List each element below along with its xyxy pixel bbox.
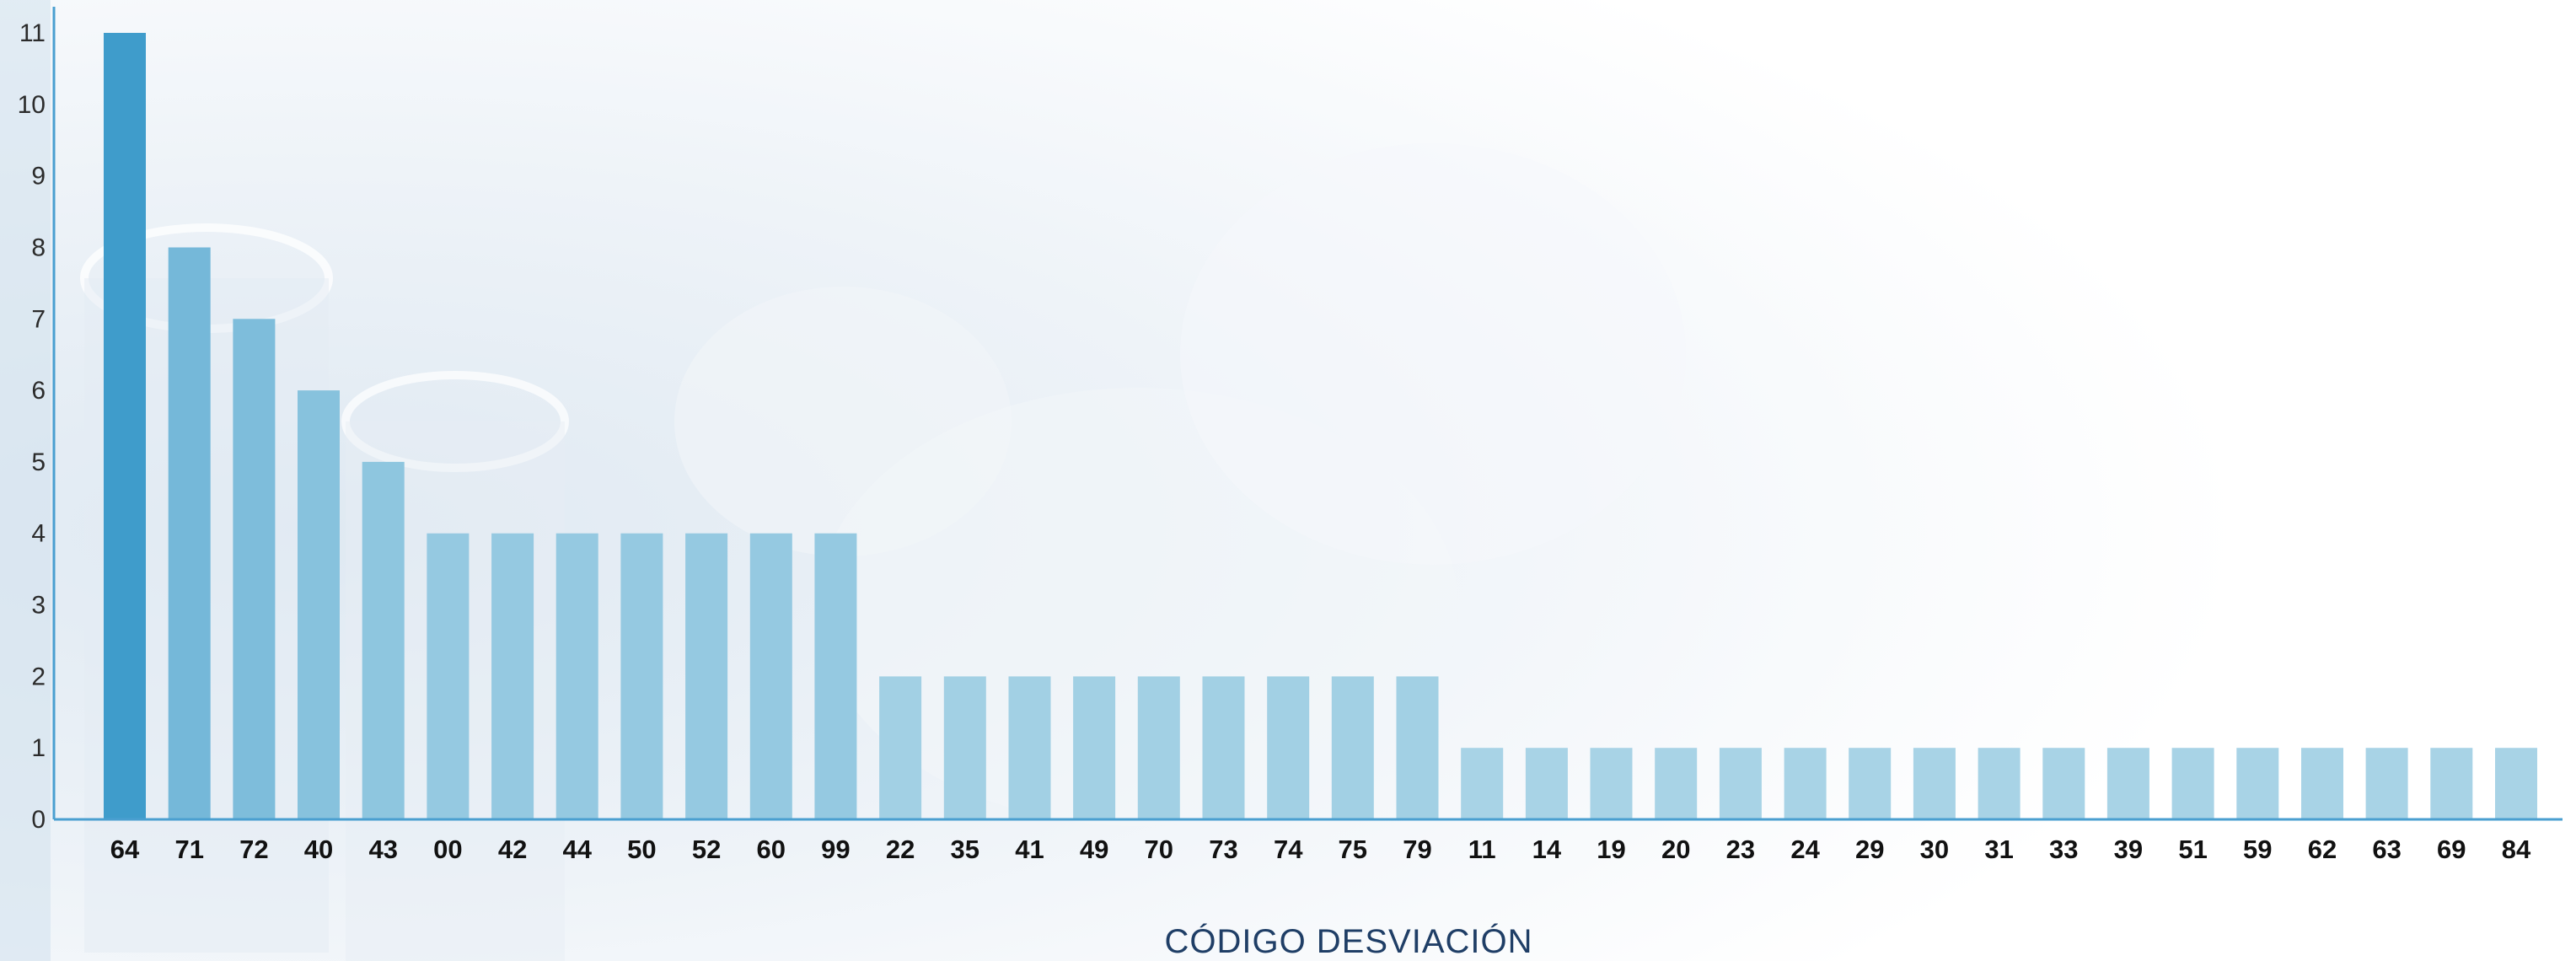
x-tick-label: 44: [562, 835, 592, 864]
x-tick-label: 60: [757, 835, 786, 864]
bar-84: [2495, 748, 2537, 819]
x-tick-label: 14: [1532, 835, 1562, 864]
bar-60: [749, 533, 792, 819]
x-tick-label: 71: [174, 835, 203, 864]
bar-59: [2236, 748, 2279, 819]
bar-33: [2042, 748, 2085, 819]
y-tick-label: 9: [31, 163, 46, 191]
bar-70: [1137, 676, 1180, 819]
bar-43: [362, 461, 405, 819]
bar-72: [233, 319, 276, 819]
x-tick-label: 63: [2372, 835, 2401, 864]
y-tick-label: 10: [18, 91, 46, 119]
x-tick-label: 49: [1080, 835, 1108, 864]
bar-44: [555, 533, 598, 819]
bar-99: [814, 533, 857, 819]
bar-49: [1073, 676, 1116, 819]
x-tick-label: 00: [433, 835, 462, 864]
x-tick-label: 42: [498, 835, 527, 864]
x-tick-label: 84: [2502, 835, 2531, 864]
bar-30: [1913, 748, 1956, 819]
x-tick-label: 39: [2114, 835, 2143, 864]
bar-51: [2171, 748, 2214, 819]
x-tick-label: 52: [692, 835, 721, 864]
x-tick-label: 59: [2243, 835, 2272, 864]
bar-50: [620, 533, 663, 819]
bar-41: [1008, 676, 1051, 819]
bar-24: [1784, 748, 1827, 819]
bar-22: [879, 676, 922, 819]
x-tick-label: 69: [2437, 835, 2466, 864]
y-tick-label: 4: [31, 520, 46, 548]
x-tick-label: 30: [1920, 835, 1949, 864]
x-tick-label: 24: [1790, 835, 1820, 864]
bar-39: [2106, 748, 2149, 819]
x-tick-label: 33: [2049, 835, 2078, 864]
x-tick-label: 64: [110, 835, 140, 864]
bar-29: [1849, 748, 1892, 819]
y-tick-label: 1: [31, 734, 46, 762]
y-tick-label: 0: [31, 806, 46, 834]
x-axis-title: CÓDIGO DESVIACIÓN: [1164, 922, 1532, 960]
x-tick-label: 51: [2178, 835, 2207, 864]
y-tick-label: 5: [31, 448, 46, 476]
bar-74: [1267, 676, 1310, 819]
bar-64: [104, 33, 146, 819]
y-tick-label: 7: [31, 305, 46, 333]
bar-63: [2365, 748, 2408, 819]
bar-79: [1396, 676, 1439, 819]
x-tick-label: 40: [304, 835, 333, 864]
bar-23: [1719, 748, 1762, 819]
y-tick-label: 6: [31, 377, 46, 405]
bar-75: [1331, 676, 1374, 819]
x-tick-label: 41: [1015, 835, 1044, 864]
y-tick-label: 11: [19, 19, 46, 47]
x-tick-label: 20: [1661, 835, 1690, 864]
x-tick-label: 29: [1855, 835, 1884, 864]
x-tick-label: 79: [1403, 835, 1431, 864]
y-tick-label: 8: [31, 234, 46, 262]
x-tick-label: 99: [821, 835, 850, 864]
x-tick-label: 22: [886, 835, 915, 864]
x-tick-label: 73: [1209, 835, 1237, 864]
bar-31: [1978, 748, 2021, 819]
bar-73: [1202, 676, 1245, 819]
x-tick-label: 11: [1468, 835, 1496, 864]
x-tick-label: 43: [368, 835, 397, 864]
x-tick-label: 35: [951, 835, 979, 864]
bar-71: [168, 247, 211, 819]
bar-11: [1461, 748, 1504, 819]
y-tick-label: 2: [31, 663, 46, 690]
bar-62: [2301, 748, 2343, 819]
bar-14: [1525, 748, 1568, 819]
bar-35: [943, 676, 986, 819]
x-tick-label: 74: [1274, 835, 1303, 864]
y-tick-label: 3: [31, 592, 46, 620]
x-tick-label: 31: [1984, 835, 2013, 864]
bar-69: [2430, 748, 2473, 819]
bar-40: [298, 390, 340, 819]
x-tick-label: 19: [1597, 835, 1625, 864]
bar-52: [685, 533, 728, 819]
x-tick-label: 75: [1339, 835, 1367, 864]
bar-19: [1590, 748, 1633, 819]
bar-42: [491, 533, 534, 819]
bar-00: [427, 533, 470, 819]
x-tick-label: 23: [1726, 835, 1755, 864]
x-tick-label: 50: [627, 835, 656, 864]
bar-20: [1655, 748, 1698, 819]
x-tick-label: 72: [239, 835, 268, 864]
x-tick-label: 70: [1145, 835, 1173, 864]
x-tick-label: 62: [2308, 835, 2337, 864]
